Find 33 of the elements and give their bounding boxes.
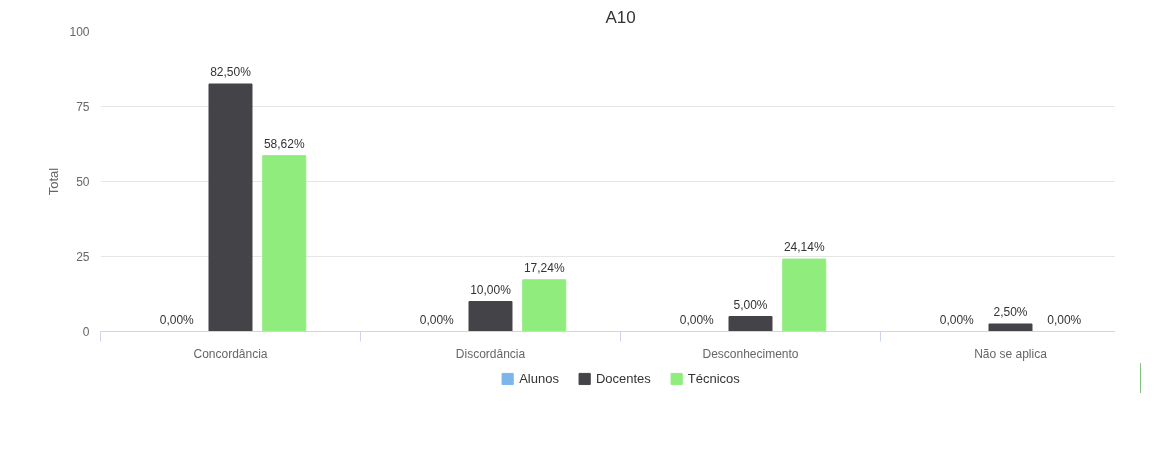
bar xyxy=(262,155,307,332)
x-tick-label: Não se aplica xyxy=(974,346,1048,361)
data-label: 0,00% xyxy=(159,312,195,327)
bar xyxy=(522,279,567,332)
y-axis-title: Total xyxy=(46,167,62,196)
data-label: 5,00% xyxy=(733,297,768,312)
x-tick-label: Discordância xyxy=(455,346,526,361)
data-label: 82,50% xyxy=(210,65,252,79)
chart-title: A10 xyxy=(605,7,636,27)
x-tick-label: Concordância xyxy=(193,346,268,361)
y-tick-label: 75 xyxy=(76,100,90,114)
data-label: 0,00% xyxy=(1047,312,1082,327)
legend-label: Alunos xyxy=(519,370,559,386)
data-label: 58,62% xyxy=(263,136,305,151)
data-label: 17,24% xyxy=(523,260,565,275)
y-tick-label: 50 xyxy=(76,175,90,189)
y-tick-label: 100 xyxy=(69,25,90,39)
legend-label: Técnicos xyxy=(687,370,740,386)
legend-label: Docentes xyxy=(595,370,651,386)
data-label: 2,50% xyxy=(993,305,1028,319)
bar xyxy=(988,323,1033,332)
data-label: 0,00% xyxy=(419,312,455,327)
bar xyxy=(468,301,513,332)
data-label: 10,00% xyxy=(470,282,512,297)
bar xyxy=(208,83,253,332)
data-label: 0,00% xyxy=(679,312,715,327)
data-label: 0,00% xyxy=(939,312,975,327)
y-tick-label: 25 xyxy=(76,250,90,264)
bar xyxy=(782,258,827,332)
x-tick-label: Desconhecimento xyxy=(702,346,799,361)
data-label: 24,14% xyxy=(783,240,825,255)
y-tick-label: 0 xyxy=(82,325,90,339)
bar xyxy=(728,316,773,332)
